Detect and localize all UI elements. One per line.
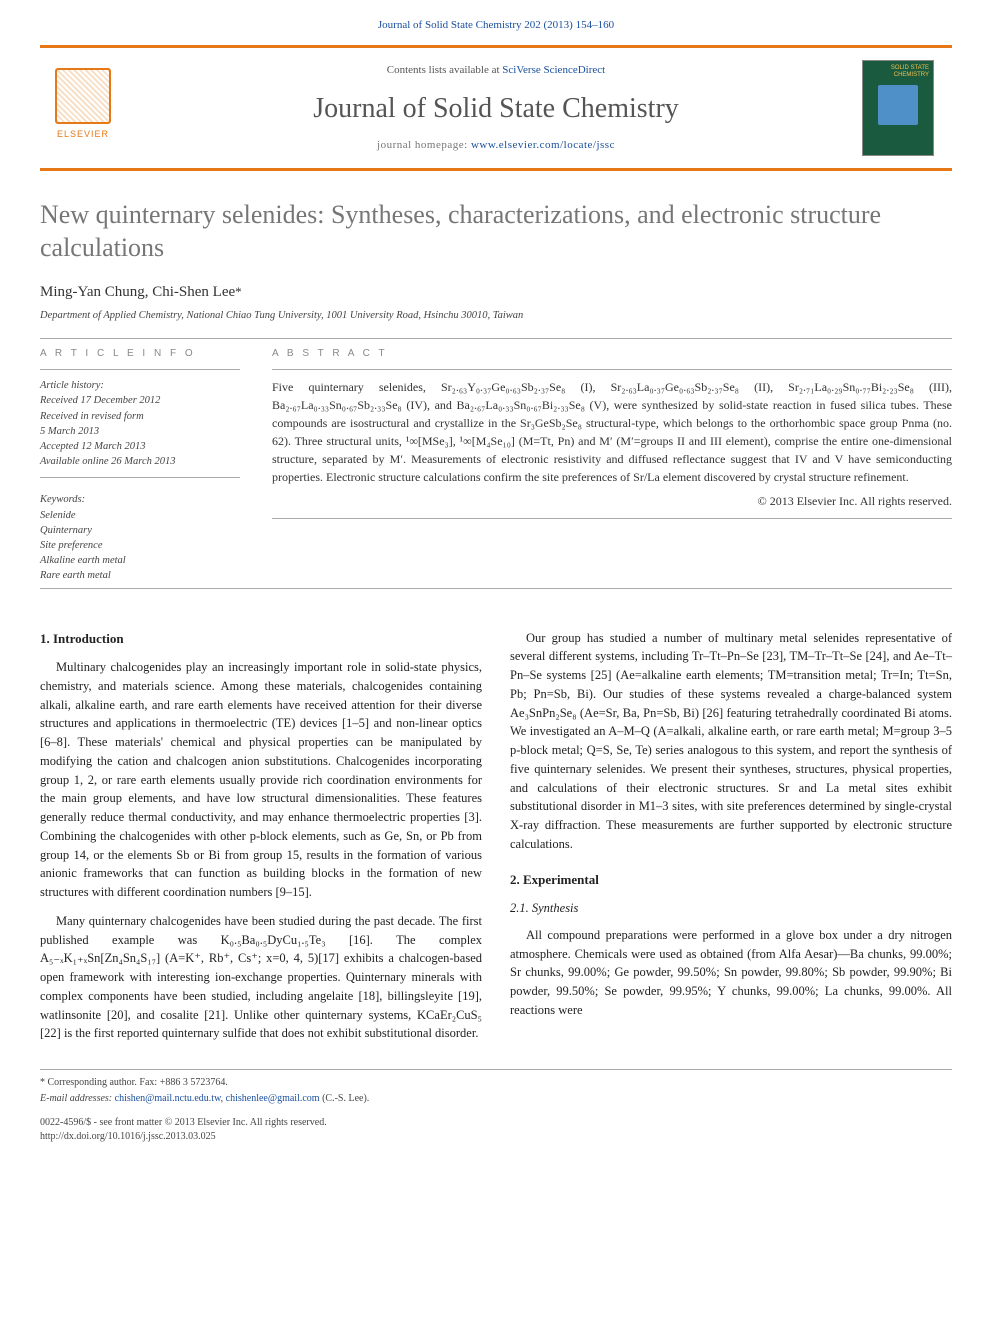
abstract-label: A B S T R A C T: [272, 347, 952, 361]
masthead-center: Contents lists available at SciVerse Sci…: [130, 63, 862, 153]
article-info-label: A R T I C L E I N F O: [40, 347, 240, 361]
article-history: Article history: Received 17 December 20…: [40, 378, 240, 469]
contents-prefix: Contents lists available at: [387, 64, 502, 76]
copyright-footer: 0022-4596/$ - see front matter © 2013 El…: [40, 1116, 952, 1144]
divider: [40, 338, 952, 339]
journal-cover: SOLID STATE CHEMISTRY: [862, 60, 934, 156]
elsevier-tree-icon: [55, 68, 111, 124]
accepted-date: Accepted 12 March 2013: [40, 441, 145, 452]
history-head: Article history:: [40, 380, 104, 391]
divider: [40, 588, 952, 589]
doi-prefix: http://dx.doi.org/: [40, 1131, 108, 1142]
journal-cover-block: SOLID STATE CHEMISTRY: [862, 60, 952, 156]
divider: [272, 369, 952, 370]
experimental-heading: 2. Experimental: [510, 870, 952, 890]
homepage-link[interactable]: www.elsevier.com/locate/jssc: [471, 139, 615, 151]
paragraph: Multinary chalcogenides play an increasi…: [40, 658, 482, 902]
corresponding-author-note: * Corresponding author. Fax: +886 3 5723…: [40, 1076, 952, 1090]
abstract-column: A B S T R A C T Five quinternary selenid…: [272, 347, 952, 584]
doi-line: http://dx.doi.org/10.1016/j.jssc.2013.03…: [40, 1130, 952, 1144]
abstract-text: Five quinternary selenides, Sr₂.₆₃Y₀.₃₇G…: [272, 378, 952, 510]
paragraph: Our group has studied a number of multin…: [510, 629, 952, 854]
contents-available-line: Contents lists available at SciVerse Sci…: [130, 63, 862, 78]
cover-title: SOLID STATE CHEMISTRY: [867, 65, 929, 78]
footnote-block: * Corresponding author. Fax: +886 3 5723…: [40, 1069, 952, 1106]
running-head: Journal of Solid State Chemistry 202 (20…: [0, 0, 992, 39]
email-suffix: (C.-S. Lee).: [320, 1093, 370, 1104]
keyword: Alkaline earth metal: [40, 555, 126, 566]
email-link[interactable]: chishen@mail.nctu.edu.tw: [115, 1093, 221, 1104]
divider: [272, 518, 952, 519]
publisher-logo-block: ELSEVIER: [40, 68, 130, 148]
email-line: E-mail addresses: chishen@mail.nctu.edu.…: [40, 1092, 952, 1106]
abstract-copyright: © 2013 Elsevier Inc. All rights reserved…: [272, 492, 952, 510]
sciencedirect-link[interactable]: SciVerse ScienceDirect: [502, 64, 605, 76]
keyword: Selenide: [40, 510, 76, 521]
email-label: E-mail addresses:: [40, 1093, 115, 1104]
affiliation: Department of Applied Chemistry, Nationa…: [40, 309, 952, 324]
elsevier-logo: ELSEVIER: [48, 68, 118, 148]
keyword: Quinternary: [40, 525, 92, 536]
revised-date: 5 March 2013: [40, 426, 99, 437]
author-list: Ming-Yan Chung, Chi-Shen Lee*: [40, 282, 952, 303]
corresponding-marker: *: [235, 284, 242, 299]
masthead: ELSEVIER Contents lists available at Sci…: [40, 45, 952, 171]
keyword: Site preference: [40, 540, 102, 551]
received-date: Received 17 December 2012: [40, 395, 160, 406]
divider: [40, 477, 240, 478]
body-text: 1. Introduction Multinary chalcogenides …: [40, 629, 952, 1044]
paragraph: Many quinternary chalcogenides have been…: [40, 912, 482, 1043]
keyword: Rare earth metal: [40, 570, 111, 581]
doi-link[interactable]: 10.1016/j.jssc.2013.03.025: [108, 1131, 216, 1142]
article-info-column: A R T I C L E I N F O Article history: R…: [40, 347, 240, 584]
article-title: New quinternary selenides: Syntheses, ch…: [40, 199, 952, 264]
abstract-body: Five quinternary selenides, Sr₂.₆₃Y₀.₃₇G…: [272, 380, 952, 484]
intro-heading: 1. Introduction: [40, 629, 482, 649]
synthesis-heading: 2.1. Synthesis: [510, 899, 952, 918]
authors-text: Ming-Yan Chung, Chi-Shen Lee: [40, 284, 235, 300]
paragraph: All compound preparations were performed…: [510, 926, 952, 1020]
divider: [40, 369, 240, 370]
issn-line: 0022-4596/$ - see front matter © 2013 El…: [40, 1116, 952, 1130]
keywords: Keywords: Selenide Quinternary Site pref…: [40, 492, 240, 583]
elsevier-label: ELSEVIER: [57, 128, 109, 141]
email-link[interactable]: chishenlee@gmail.com: [226, 1093, 320, 1104]
homepage-prefix: journal homepage:: [377, 139, 471, 151]
online-date: Available online 26 March 2013: [40, 456, 176, 467]
revised-label: Received in revised form: [40, 411, 144, 422]
homepage-line: journal homepage: www.elsevier.com/locat…: [130, 138, 862, 153]
keywords-head: Keywords:: [40, 494, 85, 505]
cover-thumbnail-icon: [878, 85, 918, 125]
journal-name: Journal of Solid State Chemistry: [130, 89, 862, 128]
